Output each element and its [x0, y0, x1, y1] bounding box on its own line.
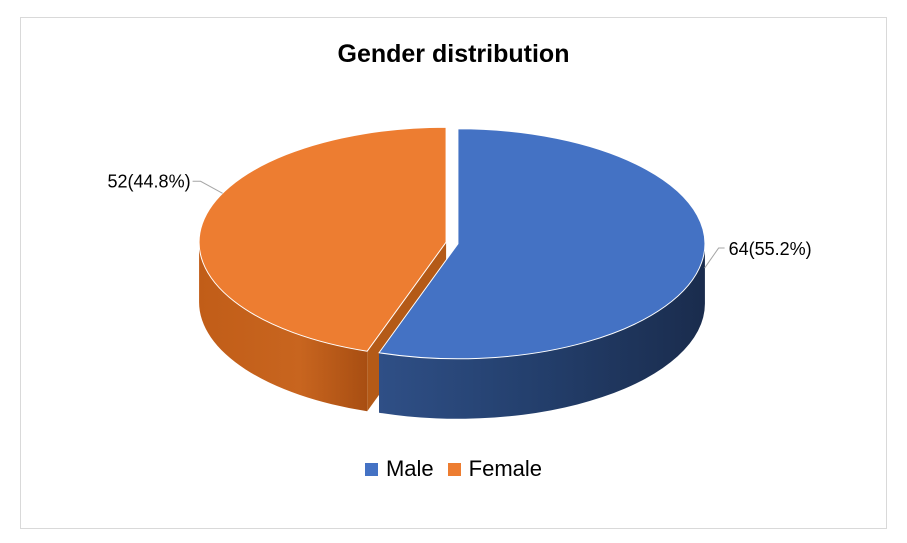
pie-slice-male — [378, 128, 706, 360]
male-side-wall — [379, 243, 705, 419]
leader-line-female — [192, 180, 223, 194]
legend-label-male: Male — [385, 456, 434, 481]
legend-item-male: Male — [364, 456, 434, 482]
data-label-male: 64(55.2%) — [729, 239, 812, 259]
pie-slice-female — [198, 126, 447, 352]
legend-swatch-female — [447, 462, 461, 476]
leader-line-male — [704, 247, 725, 269]
legend: Male Female — [0, 456, 907, 482]
legend-swatch-male — [364, 462, 378, 476]
legend-label-female: Female — [468, 456, 543, 481]
legend-item-female: Female — [447, 456, 543, 482]
data-label-female: 52(44.8%) — [108, 171, 191, 191]
female-side-wall — [199, 242, 368, 412]
chart-title: Gender distribution — [337, 40, 570, 68]
